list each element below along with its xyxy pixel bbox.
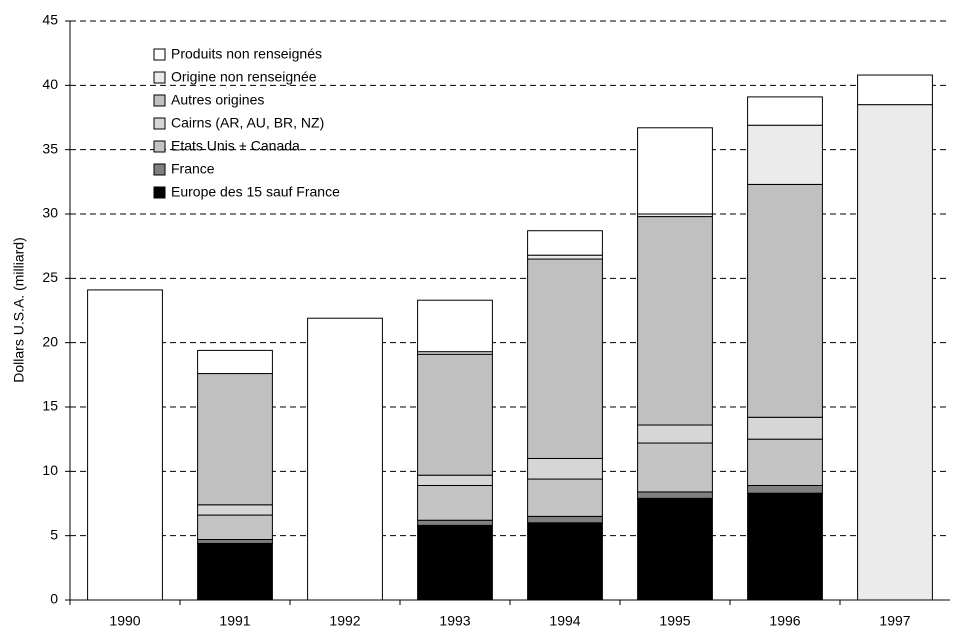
- bar-segment: [857, 74, 933, 106]
- bar-segment: [87, 289, 163, 601]
- bar-segment: [527, 258, 603, 459]
- bar-segment: [747, 484, 823, 494]
- bar-segment: [417, 484, 493, 521]
- bar-segment: [197, 539, 273, 544]
- bar-segment: [637, 497, 713, 601]
- y-tick-label: 10: [42, 462, 58, 478]
- bar-segment: [527, 515, 603, 524]
- bar-segment: [197, 349, 273, 375]
- bar-segment: [197, 514, 273, 541]
- bar-segment: [197, 373, 273, 506]
- bar-segment: [307, 317, 383, 601]
- bar-segment: [527, 478, 603, 517]
- legend-label: Produits non renseignés: [171, 46, 322, 62]
- legend-label: Europe des 15 sauf France: [171, 184, 340, 200]
- legend-swatch: [153, 71, 166, 84]
- x-tick-label: 1996: [769, 613, 800, 629]
- x-tick-label: 1993: [439, 613, 470, 629]
- bar-segment: [637, 491, 713, 499]
- x-tick-label: 1997: [879, 613, 910, 629]
- legend-swatch: [153, 140, 166, 153]
- legend-label: Cairns (AR, AU, BR, NZ): [171, 115, 324, 131]
- legend-swatch: [153, 48, 166, 61]
- bar-segment: [527, 254, 603, 260]
- y-tick-label: 0: [50, 591, 58, 607]
- legend-swatch: [153, 186, 166, 199]
- bar-segment: [197, 542, 273, 601]
- legend-label: France: [171, 161, 215, 177]
- bar-segment: [527, 457, 603, 480]
- bar-segment: [747, 183, 823, 418]
- bar-segment: [857, 104, 933, 601]
- bar-segment: [417, 519, 493, 526]
- x-tick-label: 1994: [549, 613, 580, 629]
- legend-swatch: [153, 94, 166, 107]
- bar-segment: [417, 299, 493, 353]
- x-tick-label: 1991: [219, 613, 250, 629]
- y-tick-label: 25: [42, 269, 58, 285]
- y-tick-label: 20: [42, 333, 58, 349]
- bar-segment: [637, 424, 713, 444]
- y-tick-label: 40: [42, 76, 58, 92]
- y-tick-label: 30: [42, 205, 58, 221]
- x-tick-label: 1992: [329, 613, 360, 629]
- bar-segment: [527, 522, 603, 601]
- bar-segment: [747, 124, 823, 185]
- y-tick-label: 5: [50, 526, 58, 542]
- bar-segment: [747, 492, 823, 601]
- bar-segment: [747, 96, 823, 126]
- bar-segment: [747, 438, 823, 486]
- bar-segment: [747, 416, 823, 440]
- legend-label: Autres origines: [171, 92, 264, 108]
- y-tick-label: 15: [42, 398, 58, 414]
- y-tick-label: 45: [42, 12, 58, 28]
- bar-segment: [637, 127, 713, 215]
- bar-segment: [417, 353, 493, 476]
- bar-segment: [197, 504, 273, 516]
- legend-swatch: [153, 163, 166, 176]
- x-tick-label: 1990: [109, 613, 140, 629]
- bar-segment: [417, 474, 493, 486]
- bar-segment: [637, 216, 713, 426]
- legend-swatch: [153, 117, 166, 130]
- bar-segment: [637, 442, 713, 493]
- legend-label: Etats Unis + Canada: [171, 138, 300, 154]
- legend-label: Origine non renseignée: [171, 69, 317, 85]
- y-axis-label: Dollars U.S.A. (milliard): [11, 237, 27, 382]
- bar-segment: [417, 524, 493, 601]
- bar-segment: [527, 230, 603, 256]
- y-tick-label: 35: [42, 140, 58, 156]
- x-tick-label: 1995: [659, 613, 690, 629]
